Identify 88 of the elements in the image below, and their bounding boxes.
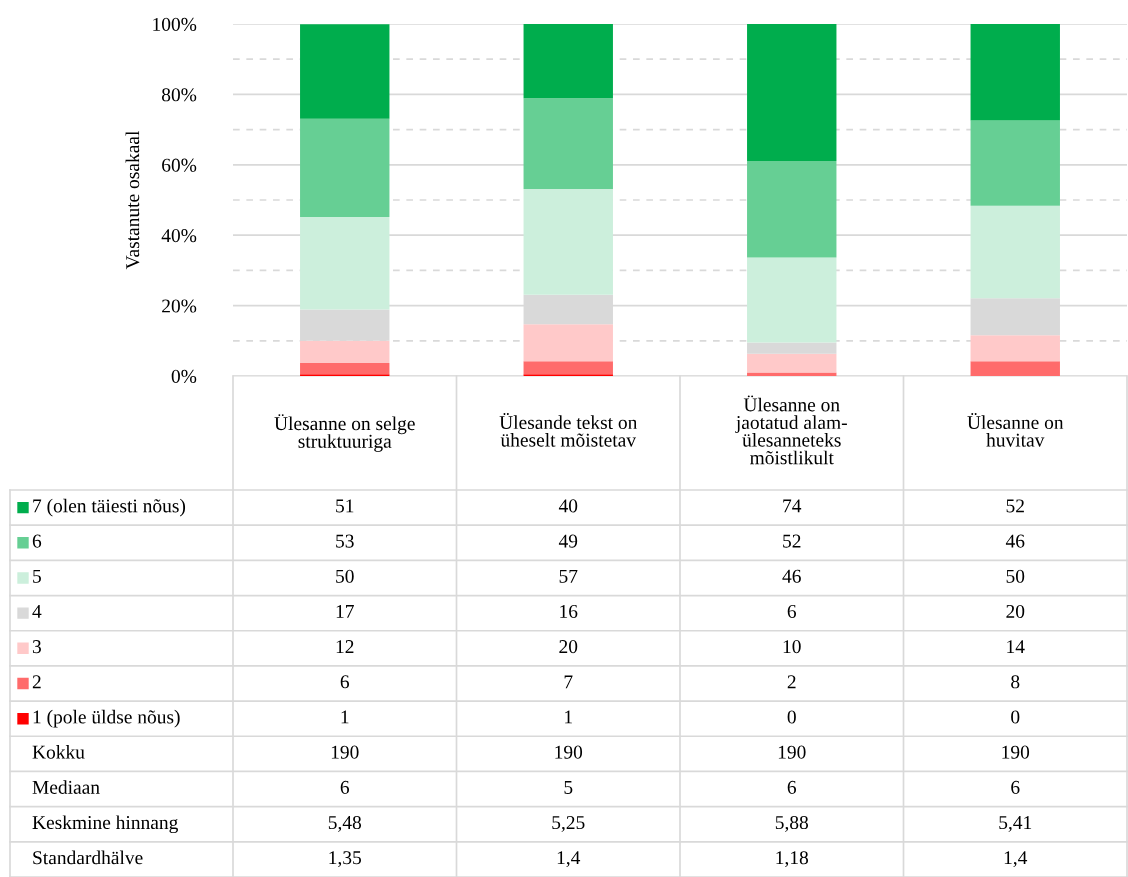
text: Keskmine hinnang [32,815,178,834]
bar [300,118,390,217]
text: 190 [331,745,359,759]
bar [523,98,613,190]
text: 74 [783,499,802,513]
legend-label: 1 (pole üldse nõus) [33,709,180,728]
text: 7 [564,675,573,689]
text: 12 [336,640,354,653]
text: 17 [336,604,354,618]
bar [300,309,390,341]
bar [300,362,390,375]
text: 14 [1007,640,1025,653]
text: 1,18 [776,851,809,868]
text: 190 [1002,745,1030,759]
text: 20 [559,640,578,654]
bar [747,160,837,258]
text: 1,4 [1004,851,1028,868]
text: 10 [783,640,801,654]
y-tick-label: 100% [153,17,197,31]
legend-label: 7 (olen täiesti nõus) [33,498,186,517]
x-tick-label: Ülesande tekst on üheselt mõistetav [499,413,638,447]
bar [523,189,613,295]
text: 51 [336,499,354,513]
legend-label: 3 [32,640,41,654]
x-tick-label: Ülesanne on huvitav [967,413,1064,447]
text: 57 [559,569,578,583]
text: 190 [555,745,583,759]
legend-label: 6 [32,534,42,548]
text: 1 [341,710,349,724]
y-tick-label: 80% [161,88,197,102]
text: 6 [787,780,797,794]
text: 1,35 [329,851,361,868]
y-tick-label: 0% [171,369,197,383]
text: 16 [560,604,578,618]
legend-label: 4 [32,605,42,618]
text: 6 [340,675,350,689]
legend-label: 5 [33,569,41,583]
text: 1,4 [557,851,581,868]
text: 1 [565,710,572,724]
text: 52 [1006,499,1024,513]
text: 46 [1005,534,1025,548]
text: Kokku [32,745,85,759]
bar [970,205,1060,299]
text: 2 [787,675,796,689]
legend-label: 2 [32,675,41,689]
y-tick-label: 60% [162,158,197,172]
text: Standardhälve [33,850,143,865]
bar [970,335,1060,362]
x-tick-label: Ülesanne on selge struktuuriga [274,414,415,452]
text: 50 [336,569,354,583]
bar [747,24,837,161]
bar [747,257,837,343]
text: 6 [340,780,350,794]
text: Mediaan [32,780,100,794]
bar [747,372,837,376]
bar [300,24,390,119]
text: 53 [336,534,354,548]
bar [970,120,1060,206]
text: 40 [558,499,578,513]
bar [300,216,390,310]
text: 6 [787,604,797,618]
bar [523,24,613,99]
text: 6 [1011,780,1020,794]
y-tick-label: 40% [161,229,197,243]
bar [523,324,613,362]
text: 8 [1011,675,1020,689]
bar [523,361,613,375]
text: 0 [787,710,796,724]
text: 46 [782,569,801,583]
text: 50 [1006,569,1025,583]
bar [747,342,837,354]
text: 0 [1011,710,1020,724]
text: 20 [1006,604,1025,618]
bar [970,24,1060,121]
y-tick-label: 20% [162,299,197,313]
text: 5,48 [328,815,362,832]
bar [970,361,1060,376]
y-axis-title: Vastanute osakaal [125,131,140,270]
text: 49 [558,534,578,548]
text: 52 [783,534,801,548]
text: 5,88 [775,815,809,832]
text: 5 [564,780,573,794]
x-tick-label: Ülesanne on jaotatud alam- ülesanneteks mõistlikult [735,395,847,465]
text: 190 [778,745,806,759]
text: 5,41 [999,816,1032,832]
bar [747,353,837,373]
bar [300,340,390,363]
text: 5,25 [552,816,585,832]
